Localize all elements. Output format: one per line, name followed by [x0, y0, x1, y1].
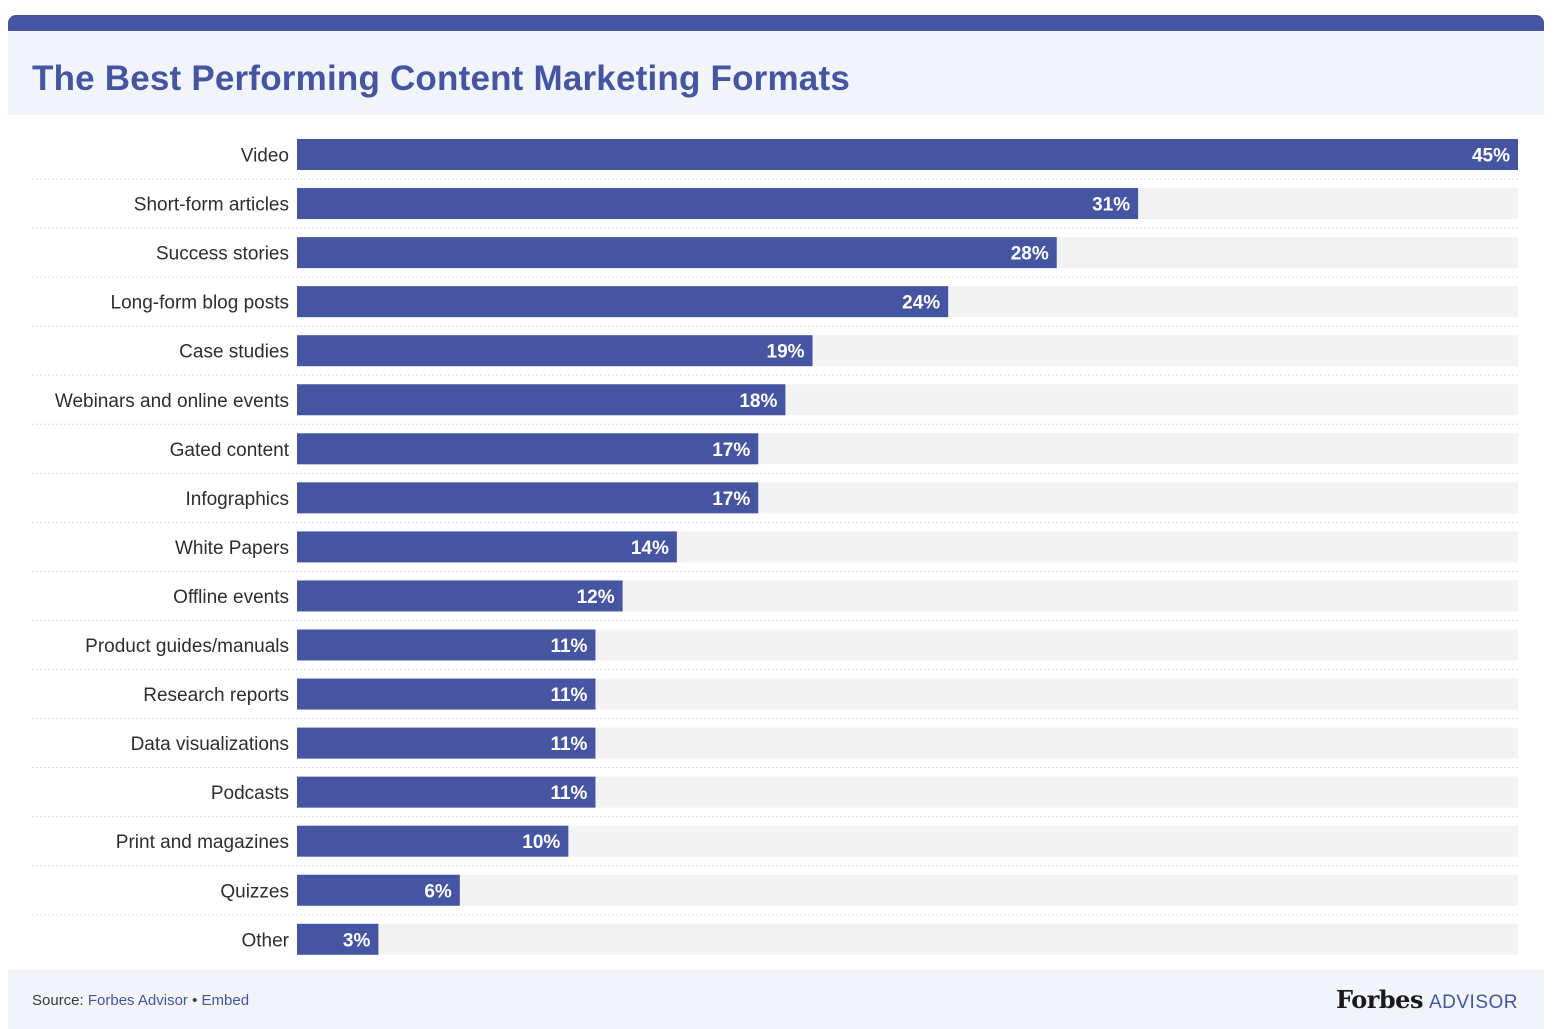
category-label-video: Video — [241, 146, 289, 167]
value-label-webinars-and-online-events: 18% — [739, 391, 777, 412]
value-label-quizzes: 6% — [424, 881, 452, 902]
chart-header: The Best Performing Content Marketing Fo… — [8, 31, 1544, 115]
category-label-research-reports: Research reports — [143, 685, 289, 706]
bar-short-form-articles — [297, 188, 1139, 220]
value-label-success-stories: 28% — [1011, 244, 1049, 265]
value-label-case-studies: 19% — [767, 342, 805, 363]
bar-infographics — [297, 482, 759, 514]
bar-track-other — [297, 923, 1518, 955]
bar-product-guides-manuals — [297, 629, 596, 661]
card-top-accent — [8, 15, 1544, 31]
bar-print-and-magazines — [297, 825, 569, 857]
bar-white-papers — [297, 531, 677, 563]
category-label-gated-content: Gated content — [170, 440, 290, 461]
bar-data-visualizations — [297, 727, 596, 759]
bar-webinars-and-online-events — [297, 384, 786, 416]
category-label-offline-events: Offline events — [173, 587, 289, 608]
bar-success-stories — [297, 237, 1057, 269]
chart-title: The Best Performing Content Marketing Fo… — [32, 59, 850, 98]
value-label-gated-content: 17% — [712, 440, 750, 461]
value-label-other: 3% — [343, 930, 371, 951]
category-label-podcasts: Podcasts — [211, 783, 289, 804]
value-label-research-reports: 11% — [550, 685, 587, 706]
forbes-advisor-logo[interactable]: Forbes ADVISOR — [1336, 985, 1518, 1014]
source-line: Source: Forbes Advisor • Embed — [32, 992, 249, 1009]
logo-advisor-text: ADVISOR — [1428, 992, 1518, 1013]
category-label-white-papers: White Papers — [175, 538, 289, 559]
value-label-print-and-magazines: 10% — [522, 832, 560, 853]
category-label-print-and-magazines: Print and magazines — [116, 832, 289, 853]
bar-podcasts — [297, 776, 596, 808]
bar-offline-events — [297, 580, 623, 612]
value-label-data-visualizations: 11% — [550, 734, 587, 755]
source-link[interactable]: Forbes Advisor — [87, 992, 188, 1009]
value-label-podcasts: 11% — [550, 783, 587, 804]
bar-chart-svg: Video 45% Short-form articles 31% Success st… — [32, 139, 1518, 955]
category-label-short-form-articles: Short-form articles — [134, 195, 289, 216]
category-label-other: Other — [241, 930, 289, 951]
chart-footer: Source: Forbes Advisor • Embed Forbes AD… — [8, 970, 1544, 1029]
bar-long-form-blog-posts — [297, 286, 949, 318]
bar-track-quizzes — [297, 874, 1518, 906]
value-label-white-papers: 14% — [631, 538, 669, 559]
bar-video — [297, 139, 1518, 170]
bar-case-studies — [297, 335, 813, 367]
value-label-long-form-blog-posts: 24% — [902, 293, 940, 314]
embed-link[interactable]: Embed — [201, 992, 250, 1009]
bar-gated-content — [297, 433, 759, 465]
category-label-webinars-and-online-events: Webinars and online events — [55, 391, 289, 412]
value-label-short-form-articles: 31% — [1092, 195, 1130, 216]
category-label-quizzes: Quizzes — [220, 881, 289, 902]
category-label-product-guides-manuals: Product guides/manuals — [85, 636, 289, 657]
bar-other — [297, 923, 379, 955]
category-label-success-stories: Success stories — [156, 244, 289, 265]
bar-chart: Video 45% Short-form articles 31% Success st… — [8, 115, 1544, 970]
source-separator: • — [187, 992, 202, 1009]
category-label-data-visualizations: Data visualizations — [131, 734, 289, 755]
value-label-offline-events: 12% — [577, 587, 615, 608]
bar-quizzes — [297, 874, 460, 906]
source-prefix: Source: — [32, 992, 88, 1009]
value-label-infographics: 17% — [712, 489, 750, 510]
value-label-video: 45% — [1472, 146, 1510, 167]
logo-forbes-text: Forbes — [1336, 985, 1423, 1014]
chart-card: The Best Performing Content Marketing Fo… — [8, 15, 1544, 1029]
category-label-case-studies: Case studies — [179, 342, 289, 363]
value-label-product-guides-manuals: 11% — [550, 636, 587, 657]
category-label-infographics: Infographics — [185, 489, 289, 510]
category-label-long-form-blog-posts: Long-form blog posts — [111, 293, 290, 314]
bar-research-reports — [297, 678, 596, 710]
